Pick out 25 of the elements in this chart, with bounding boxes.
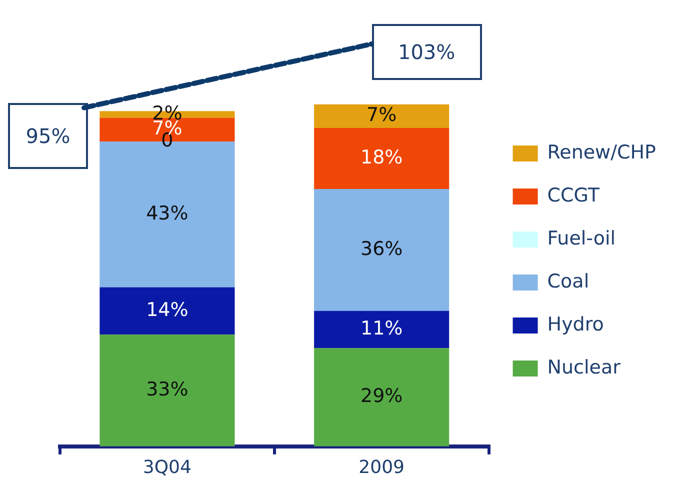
bar: [314, 189, 450, 311]
bar: [314, 310, 450, 348]
legend-label: CCGT: [547, 184, 600, 206]
bar: [314, 128, 450, 190]
bar: [100, 334, 235, 446]
data-label: 29%: [360, 385, 403, 408]
text: 103%: [372, 24, 482, 80]
legend-label: Coal: [547, 270, 590, 292]
x-tick-label: 2009: [358, 456, 404, 478]
legend-label: Fuel-oil: [547, 227, 616, 250]
bar: [100, 287, 235, 335]
data-label: 18%: [360, 146, 403, 168]
data-label: 11%: [360, 317, 403, 340]
annotation: 95%: [8, 103, 88, 170]
data-label: 14%: [146, 298, 188, 321]
data-label: 33%: [146, 378, 188, 400]
legend-label: Hydro: [547, 313, 604, 336]
bar: [314, 348, 450, 446]
x-tick-label: 3Q04: [142, 456, 192, 478]
data-label: 7%: [366, 104, 397, 126]
legend-label: Nuclear: [547, 356, 621, 378]
bar: [314, 104, 450, 128]
legend-label: Renew/CHP: [547, 141, 656, 164]
data-label: 43%: [146, 202, 188, 224]
data-label: 36%: [360, 238, 403, 260]
